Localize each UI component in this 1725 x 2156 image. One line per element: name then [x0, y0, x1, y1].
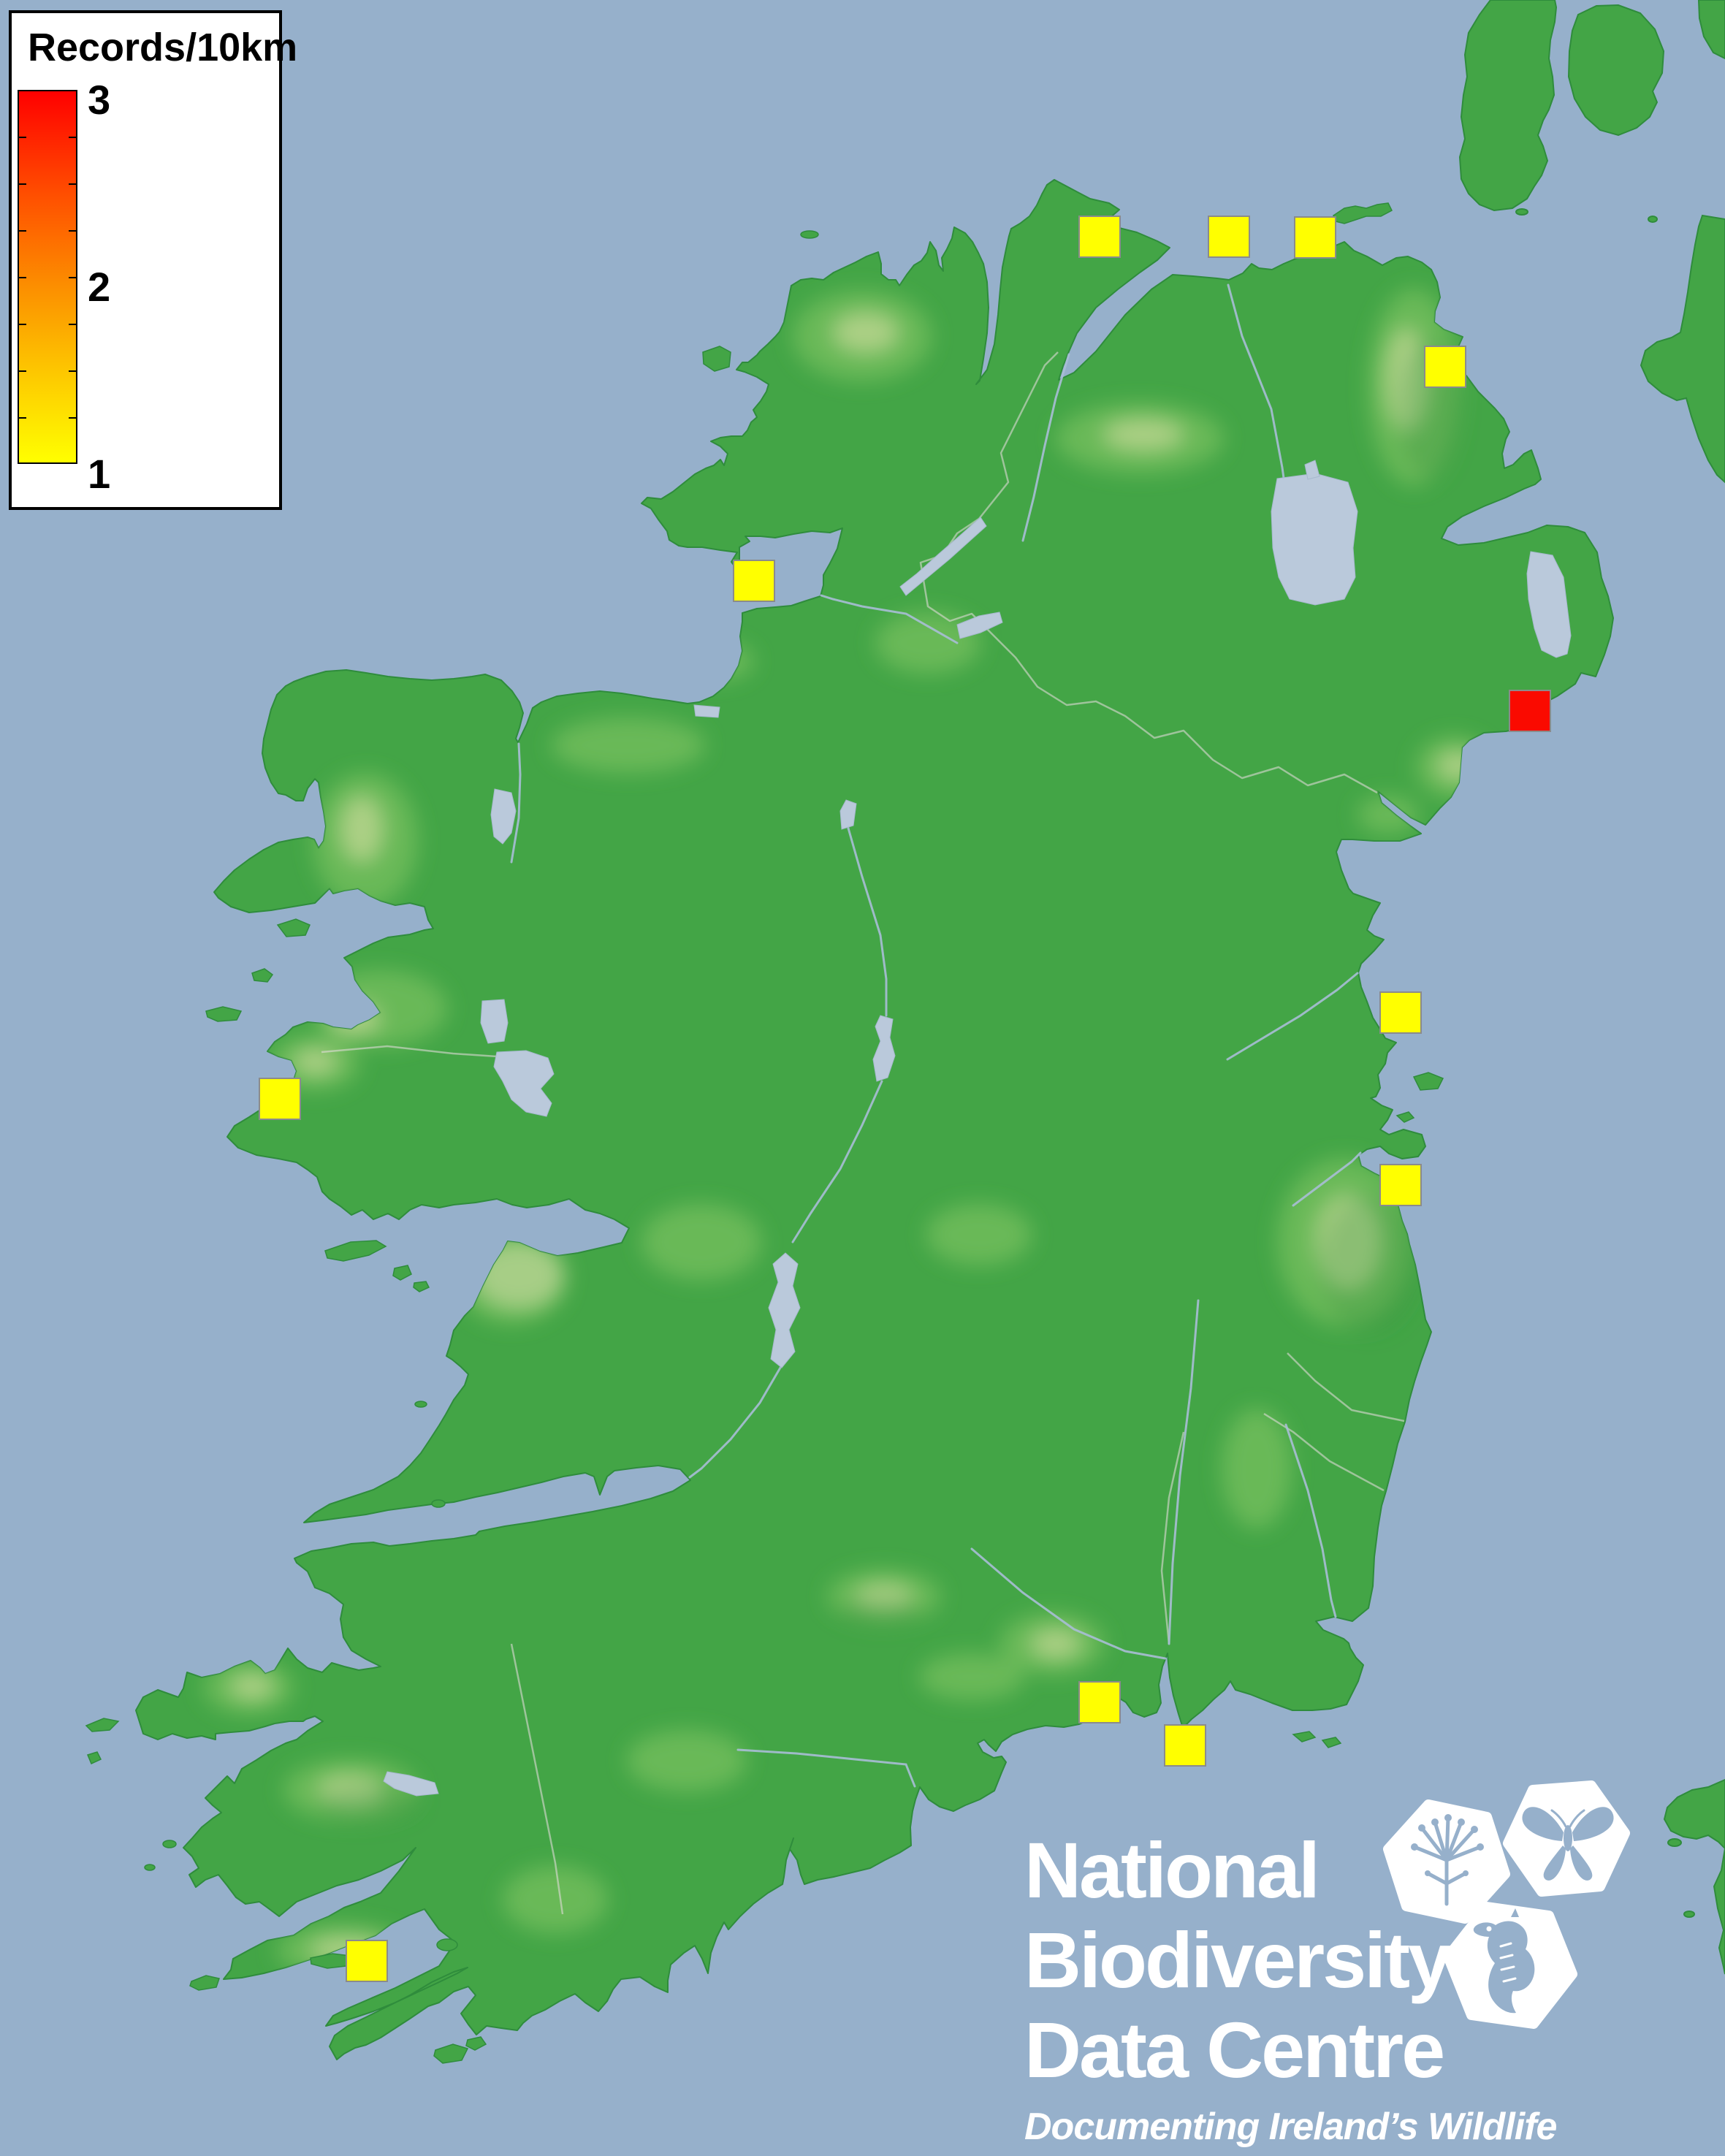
legend-max-label: 3 — [88, 77, 111, 123]
record-square[interactable] — [1078, 216, 1121, 258]
legend-tick — [69, 183, 77, 185]
county-boundaries — [321, 351, 1405, 1915]
legend-title: Records/10km — [28, 26, 298, 69]
record-square[interactable] — [1078, 1681, 1121, 1723]
irelands-eye — [1395, 1111, 1415, 1123]
butterfly-hexagon-icon — [1503, 1780, 1630, 1897]
legend-tick — [69, 370, 77, 372]
legend-mid-label: 2 — [88, 264, 111, 310]
plant-hexagon-icon — [1383, 1799, 1510, 1924]
blasket-islands — [85, 1718, 120, 1732]
legend-tick — [18, 370, 26, 372]
record-square[interactable] — [346, 1940, 388, 1982]
arranmore-island — [702, 346, 731, 372]
tory-island — [800, 230, 819, 239]
skellig — [144, 1864, 156, 1871]
legend-tick — [18, 137, 26, 138]
legend-panel: Records/10km 3 2 1 — [9, 10, 297, 510]
lakes — [383, 460, 1572, 1797]
clare-island — [276, 918, 311, 937]
legend-tick — [18, 417, 26, 419]
logo-line-2: Biodiversity — [1024, 1916, 1452, 2004]
cape-clear-island — [433, 2043, 469, 2064]
islay-jura — [1458, 0, 1558, 212]
legend-tick — [18, 277, 26, 278]
inisheer — [413, 1281, 430, 1292]
rivers — [510, 283, 1362, 1788]
sherkin-island — [465, 2036, 487, 2051]
blasket-south — [86, 1751, 102, 1765]
logo-tagline: Documenting Ireland’s Wildlife — [1024, 2106, 1557, 2148]
legend-tick — [69, 137, 77, 138]
saltee-islands — [1292, 1731, 1342, 1748]
scattery-island — [431, 1499, 446, 1508]
legend-tick — [69, 277, 77, 278]
legend-tick — [69, 230, 77, 232]
record-square[interactable] — [1509, 690, 1551, 732]
record-square[interactable] — [1164, 1724, 1206, 1767]
record-square[interactable] — [733, 560, 775, 602]
whiddy-island — [436, 1938, 458, 1951]
inishbofin — [205, 1006, 243, 1022]
arran — [1567, 4, 1665, 137]
legend-tick — [18, 183, 26, 185]
legend-tick — [69, 324, 77, 325]
rathlin-island — [1333, 202, 1393, 224]
seahorse-hexagon-icon — [1443, 1902, 1577, 2029]
record-square[interactable] — [1379, 1164, 1422, 1206]
inishmore — [324, 1240, 387, 1262]
legend-tick — [18, 230, 26, 232]
legend-min-label: 1 — [88, 451, 111, 497]
wales-coast — [1663, 1778, 1725, 1975]
islands — [85, 202, 1444, 2064]
scotland-coast — [1458, 0, 1725, 484]
puffin-island — [162, 1840, 177, 1848]
mutton-island — [414, 1401, 427, 1408]
kintyre — [1640, 214, 1725, 484]
logo-line-3: Data Centre — [1024, 2005, 1445, 2094]
inishmaan — [392, 1265, 412, 1281]
scotland-corner — [1697, 0, 1725, 60]
record-square[interactable] — [1424, 346, 1466, 388]
record-square[interactable] — [1208, 216, 1250, 258]
legend-tick — [69, 417, 77, 419]
inishturk — [251, 968, 274, 983]
nbdc-logo-text: National Biodiversity Data Centre Docume… — [1024, 1825, 1557, 2149]
lambay-island — [1412, 1072, 1444, 1091]
logo-line-1: National — [1024, 1826, 1320, 1914]
record-square[interactable] — [1294, 216, 1336, 259]
record-square[interactable] — [259, 1078, 301, 1120]
record-square[interactable] — [1379, 991, 1422, 1034]
ireland-landmass — [135, 179, 1614, 2060]
nbdc-logo-hexagons — [1383, 1780, 1630, 2029]
legend-tick — [18, 324, 26, 325]
dursey-island — [189, 1975, 220, 1991]
